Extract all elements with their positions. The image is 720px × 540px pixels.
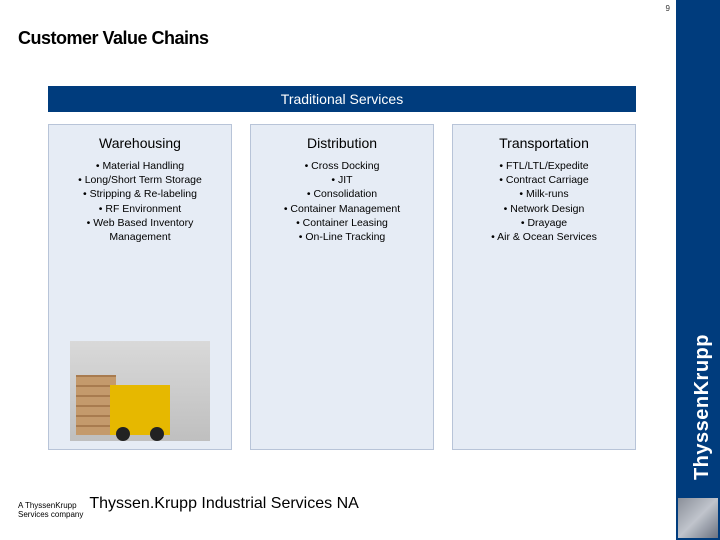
list-item: Contract Carriage xyxy=(459,173,629,187)
list-item: FTL/LTL/Expedite xyxy=(459,159,629,173)
section-header: Traditional Services xyxy=(48,86,636,112)
list-item: JIT xyxy=(257,173,427,187)
list-item: Container Management xyxy=(257,202,427,216)
footer-small-text: A ThyssenKrupp Services company xyxy=(18,502,83,520)
column-list: Cross Docking JIT Consolidation Containe… xyxy=(257,159,427,244)
brand-vertical-text: ThyssenKrupp xyxy=(691,334,714,480)
list-item: Consolidation xyxy=(257,187,427,201)
column-list: Material Handling Long/Short Term Storag… xyxy=(55,159,225,244)
list-item: Network Design xyxy=(459,202,629,216)
columns-container: Warehousing Material Handling Long/Short… xyxy=(48,124,636,450)
page-title: Customer Value Chains xyxy=(18,28,209,49)
list-item: Material Handling xyxy=(55,159,225,173)
column-transportation: Transportation FTL/LTL/Expedite Contract… xyxy=(452,124,636,450)
column-title: Warehousing xyxy=(55,135,225,151)
list-item: On-Line Tracking xyxy=(257,230,427,244)
column-warehousing: Warehousing Material Handling Long/Short… xyxy=(48,124,232,450)
list-item: Stripping & Re-labeling xyxy=(55,187,225,201)
column-title: Transportation xyxy=(459,135,629,151)
footer-small-line1: A ThyssenKrupp xyxy=(18,501,77,510)
footer: A ThyssenKrupp Services company Thyssen.… xyxy=(18,495,359,520)
list-item: Web Based Inventory Management xyxy=(55,216,225,244)
column-title: Distribution xyxy=(257,135,427,151)
corner-photo xyxy=(678,498,718,538)
footer-small-line2: Services company xyxy=(18,510,83,519)
list-item: Drayage xyxy=(459,216,629,230)
warehouse-image xyxy=(70,341,210,441)
list-item: Cross Docking xyxy=(257,159,427,173)
list-item: RF Environment xyxy=(55,202,225,216)
footer-company-name: Thyssen.Krupp Industrial Services NA xyxy=(89,495,358,513)
list-item: Container Leasing xyxy=(257,216,427,230)
page-number: 9 xyxy=(666,4,670,13)
list-item: Air & Ocean Services xyxy=(459,230,629,244)
forklift-icon xyxy=(110,385,170,435)
list-item: Long/Short Term Storage xyxy=(55,173,225,187)
column-distribution: Distribution Cross Docking JIT Consolida… xyxy=(250,124,434,450)
column-list: FTL/LTL/Expedite Contract Carriage Milk-… xyxy=(459,159,629,244)
list-item: Milk-runs xyxy=(459,187,629,201)
